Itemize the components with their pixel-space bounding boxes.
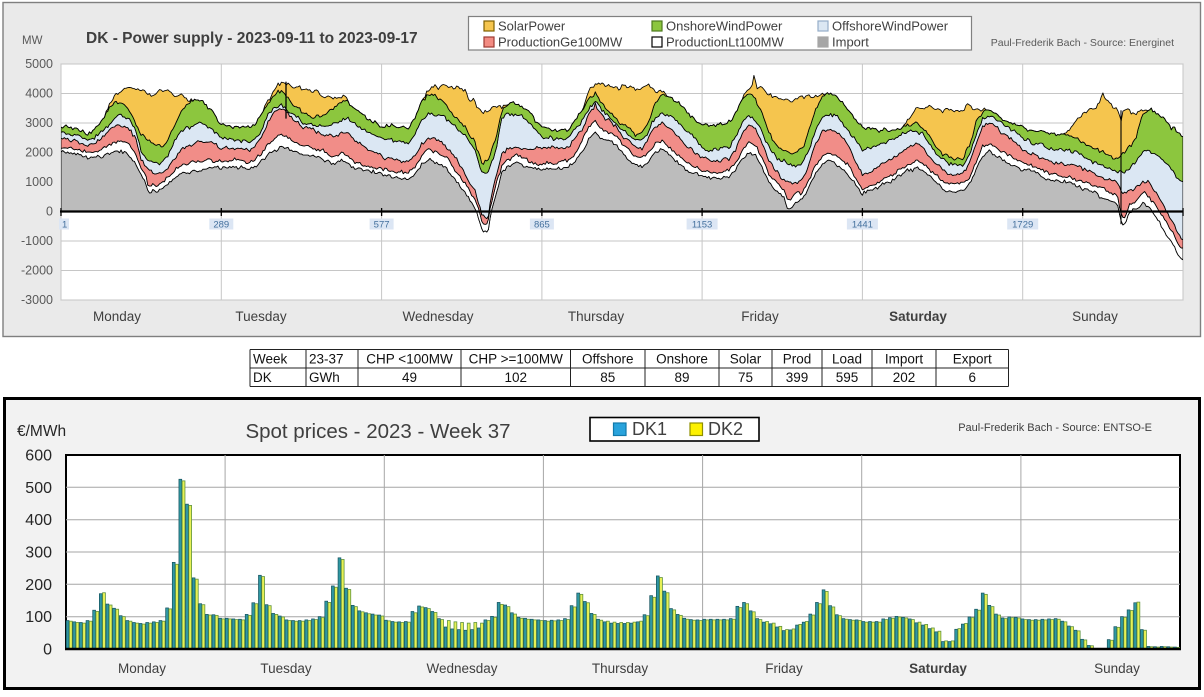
- svg-text:6: 6: [968, 370, 976, 385]
- svg-text:Tuesday: Tuesday: [260, 661, 312, 676]
- svg-text:865: 865: [534, 220, 550, 231]
- svg-text:600: 600: [25, 448, 52, 465]
- svg-text:1: 1: [62, 220, 67, 231]
- svg-text:DK: DK: [253, 370, 272, 385]
- svg-text:1153: 1153: [692, 220, 712, 231]
- svg-text:CHP >=100MW: CHP >=100MW: [469, 352, 564, 367]
- svg-text:Friday: Friday: [765, 661, 803, 676]
- svg-text:-1000: -1000: [21, 234, 53, 248]
- svg-text:Thursday: Thursday: [568, 309, 625, 324]
- svg-text:Load: Load: [832, 352, 862, 367]
- svg-text:ProductionGe100MW: ProductionGe100MW: [498, 35, 623, 50]
- svg-text:Wednesday: Wednesday: [402, 309, 473, 324]
- svg-text:75: 75: [738, 370, 753, 385]
- svg-text:49: 49: [402, 370, 417, 385]
- svg-text:Sunday: Sunday: [1072, 309, 1118, 324]
- svg-text:Export: Export: [953, 352, 992, 367]
- svg-text:Spot prices - 2023 - Week 37: Spot prices - 2023 - Week 37: [245, 420, 510, 443]
- svg-text:Solar: Solar: [730, 352, 762, 367]
- svg-text:102: 102: [504, 370, 527, 385]
- svg-text:100: 100: [25, 609, 52, 626]
- svg-text:Import: Import: [885, 352, 924, 367]
- svg-text:4000: 4000: [25, 87, 53, 101]
- svg-text:OnshoreWindPower: OnshoreWindPower: [666, 19, 783, 34]
- svg-text:202: 202: [893, 370, 916, 385]
- svg-text:0: 0: [46, 205, 53, 219]
- svg-text:5000: 5000: [25, 57, 53, 71]
- svg-text:DK - Power supply - 2023-09-11: DK - Power supply - 2023-09-11 to 2023-0…: [86, 30, 418, 47]
- svg-text:Paul-Frederik Bach - Source: E: Paul-Frederik Bach - Source: ENTSO-E: [958, 422, 1152, 434]
- svg-text:23-37: 23-37: [309, 352, 344, 367]
- svg-text:Week: Week: [253, 352, 288, 367]
- svg-text:89: 89: [674, 370, 689, 385]
- svg-text:85: 85: [600, 370, 615, 385]
- svg-text:0: 0: [43, 642, 52, 659]
- svg-text:3000: 3000: [25, 116, 53, 130]
- svg-text:Wednesday: Wednesday: [426, 661, 497, 676]
- svg-text:399: 399: [786, 370, 809, 385]
- svg-text:Tuesday: Tuesday: [235, 309, 287, 324]
- svg-text:Saturday: Saturday: [909, 661, 967, 676]
- svg-text:Monday: Monday: [118, 661, 166, 676]
- svg-text:300: 300: [25, 545, 52, 562]
- svg-text:500: 500: [25, 480, 52, 497]
- svg-text:Saturday: Saturday: [889, 309, 947, 324]
- svg-text:200: 200: [25, 577, 52, 594]
- svg-text:GWh: GWh: [309, 370, 340, 385]
- svg-text:577: 577: [374, 220, 390, 231]
- svg-text:ProductionLt100MW: ProductionLt100MW: [666, 35, 785, 50]
- svg-text:-2000: -2000: [21, 264, 53, 278]
- svg-text:SolarPower: SolarPower: [498, 19, 566, 34]
- svg-text:Prod: Prod: [783, 352, 812, 367]
- svg-text:Thursday: Thursday: [592, 661, 649, 676]
- svg-text:400: 400: [25, 512, 52, 529]
- svg-text:1729: 1729: [1012, 220, 1033, 231]
- svg-text:Sunday: Sunday: [1094, 661, 1140, 676]
- svg-text:1000: 1000: [25, 175, 53, 189]
- svg-text:Paul-Frederik Bach - Source: E: Paul-Frederik Bach - Source: Energinet: [991, 37, 1174, 49]
- svg-text:Offshore: Offshore: [582, 352, 634, 367]
- svg-text:2000: 2000: [25, 146, 53, 160]
- svg-text:Import: Import: [832, 35, 869, 50]
- svg-text:MW: MW: [22, 35, 43, 47]
- svg-text:DK2: DK2: [708, 419, 743, 439]
- svg-text:1441: 1441: [852, 220, 873, 231]
- svg-text:Friday: Friday: [741, 309, 779, 324]
- svg-text:DK1: DK1: [632, 419, 667, 439]
- svg-text:-3000: -3000: [21, 293, 53, 307]
- svg-text:289: 289: [213, 220, 229, 231]
- svg-text:Onshore: Onshore: [656, 352, 708, 367]
- svg-text:Monday: Monday: [93, 309, 141, 324]
- svg-text:€/MWh: €/MWh: [17, 423, 66, 440]
- svg-text:OffshoreWindPower: OffshoreWindPower: [832, 19, 949, 34]
- svg-text:CHP <100MW: CHP <100MW: [366, 352, 453, 367]
- svg-text:595: 595: [836, 370, 859, 385]
